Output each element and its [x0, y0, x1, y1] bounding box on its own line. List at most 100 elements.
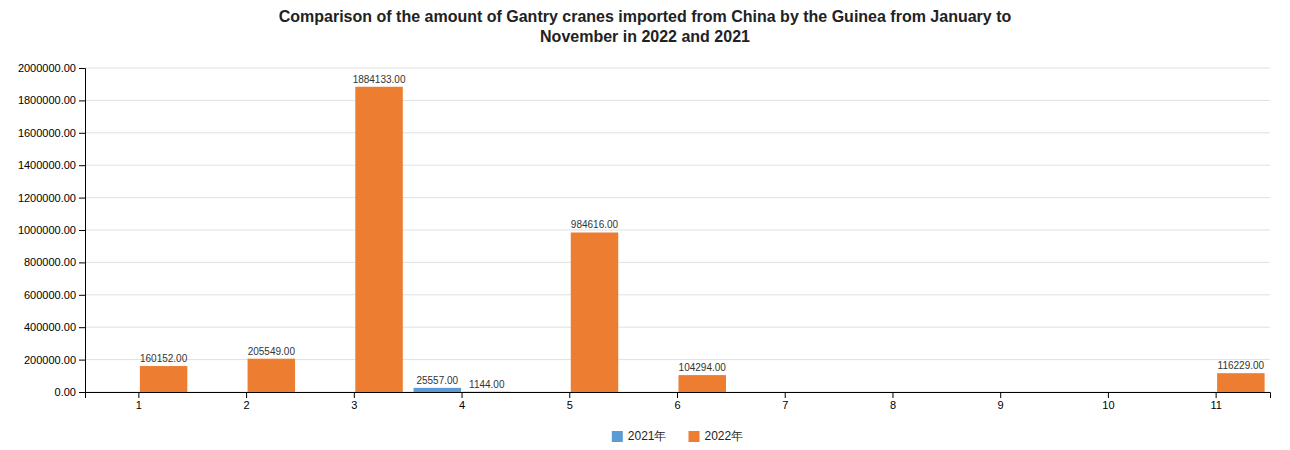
x-tick-label: 5	[567, 399, 573, 411]
data-label: 116229.00	[1218, 360, 1265, 371]
y-tick-mark	[79, 360, 85, 361]
x-tick-label: 10	[1102, 399, 1114, 411]
bar-series	[414, 388, 461, 392]
x-tick-label: 11	[1210, 399, 1221, 411]
x-tick-mark	[1108, 392, 1109, 398]
y-tick: 2000000.00	[18, 62, 85, 74]
bar	[463, 391, 510, 392]
title: Comparison of the amount of Gantry crane…	[279, 8, 1012, 45]
data-label: 984616.00	[571, 219, 619, 230]
y-tick: 600000.00	[24, 289, 85, 301]
grid-line	[85, 327, 1270, 328]
y-tick: 400000.00	[24, 321, 85, 333]
y-tick-label: 200000.00	[24, 354, 76, 366]
y-tick-label: 0.00	[55, 386, 76, 398]
y-tick-label: 800000.00	[24, 256, 76, 268]
plot: 0.00 200000.00 400000.00 600000.00 800000.00…	[18, 62, 1271, 411]
bar	[248, 359, 295, 392]
y-axis: 0.00 200000.00 400000.00 600000.00 800000.00…	[18, 62, 86, 398]
x-axis: 1 2 3 4 5 6 7 8 9 10 11	[86, 392, 1271, 411]
x-tick-mark	[569, 392, 570, 398]
bar	[1060, 392, 1107, 393]
y-tick-label: 1000000.00	[18, 224, 76, 236]
legend-item: 2022年	[689, 429, 744, 443]
legend-item: 2021年	[612, 429, 667, 443]
bar	[952, 392, 999, 393]
grid	[85, 68, 1270, 392]
x-tick: 5	[567, 392, 573, 411]
grid-line	[85, 197, 1270, 198]
x-tick: 11	[1210, 392, 1221, 411]
y-tick: 1200000.00	[18, 192, 85, 204]
y-axis-line	[79, 69, 86, 393]
bar	[844, 392, 891, 393]
y-tick-label: 1800000.00	[18, 94, 76, 106]
y-tick-mark	[79, 327, 85, 328]
y-tick: 1000000.00	[18, 224, 85, 236]
y-tick: 1400000.00	[18, 159, 85, 171]
bar	[678, 375, 725, 392]
x-tick-label: 2	[244, 399, 250, 411]
bar	[894, 392, 941, 393]
bar	[1217, 373, 1264, 392]
x-tick: 3	[351, 392, 357, 411]
x-axis-line	[86, 393, 1271, 399]
x-tick-label: 9	[998, 399, 1004, 411]
bar	[140, 366, 187, 392]
y-tick-mark	[79, 198, 85, 199]
y-tick-mark	[79, 133, 85, 134]
bar	[306, 392, 353, 393]
data-labels: 25557.00160152.00205549.001884133.001144…	[140, 74, 1265, 390]
x-tick-label: 1	[136, 399, 142, 411]
y-tick-mark	[79, 392, 85, 393]
data-label: 205549.00	[248, 346, 296, 357]
y-tick-label: 600000.00	[24, 289, 76, 301]
y-tick-label: 1600000.00	[18, 127, 76, 139]
x-tick-mark	[462, 392, 463, 398]
chart: Comparison of the amount of Gantry crane…	[0, 0, 1290, 450]
bar	[737, 392, 784, 393]
y-tick-mark	[79, 230, 85, 231]
grid-line	[85, 262, 1270, 263]
x-tick: 9	[998, 392, 1004, 411]
title-line: November in 2022 and 2021	[540, 28, 750, 45]
grid-line	[85, 132, 1270, 133]
y-tick-mark	[79, 100, 85, 101]
data-label: 160152.00	[140, 353, 188, 364]
legend: 2021年 2022年	[612, 429, 743, 443]
data-label: 1884133.00	[353, 74, 406, 85]
data-label: 1144.00	[469, 379, 505, 390]
x-tick: 6	[674, 392, 680, 411]
y-tick: 800000.00	[24, 256, 85, 268]
y-tick-mark	[79, 165, 85, 166]
x-tick-label: 3	[351, 399, 357, 411]
bar	[786, 392, 833, 393]
bar	[521, 392, 568, 393]
data-label: 104294.00	[679, 362, 727, 373]
bar	[198, 392, 245, 393]
y-tick: 200000.00	[24, 354, 85, 366]
x-tick: 8	[890, 392, 896, 411]
legend-label: 2021年	[628, 429, 667, 443]
x-tick-mark	[892, 392, 893, 398]
grid-line	[85, 230, 1270, 231]
y-tick-label: 1200000.00	[18, 192, 76, 204]
x-tick-mark	[354, 392, 355, 398]
bar	[90, 392, 137, 393]
legend-label: 2022年	[705, 429, 744, 443]
bars	[140, 87, 1265, 392]
x-tick-mark	[677, 392, 678, 398]
x-tick: 4	[459, 392, 465, 411]
x-tick: 7	[782, 392, 788, 411]
x-tick-mark	[138, 392, 139, 398]
bar	[1109, 392, 1156, 393]
bar-series	[140, 87, 1265, 392]
legend-swatch	[612, 431, 623, 442]
grid-line	[85, 294, 1270, 295]
title-line: Comparison of the amount of Gantry crane…	[279, 8, 1012, 25]
x-tick-label: 7	[782, 399, 788, 411]
y-tick-mark	[79, 295, 85, 296]
x-tick-label: 4	[459, 399, 465, 411]
bar	[571, 232, 618, 392]
x-tick-mark	[785, 392, 786, 398]
